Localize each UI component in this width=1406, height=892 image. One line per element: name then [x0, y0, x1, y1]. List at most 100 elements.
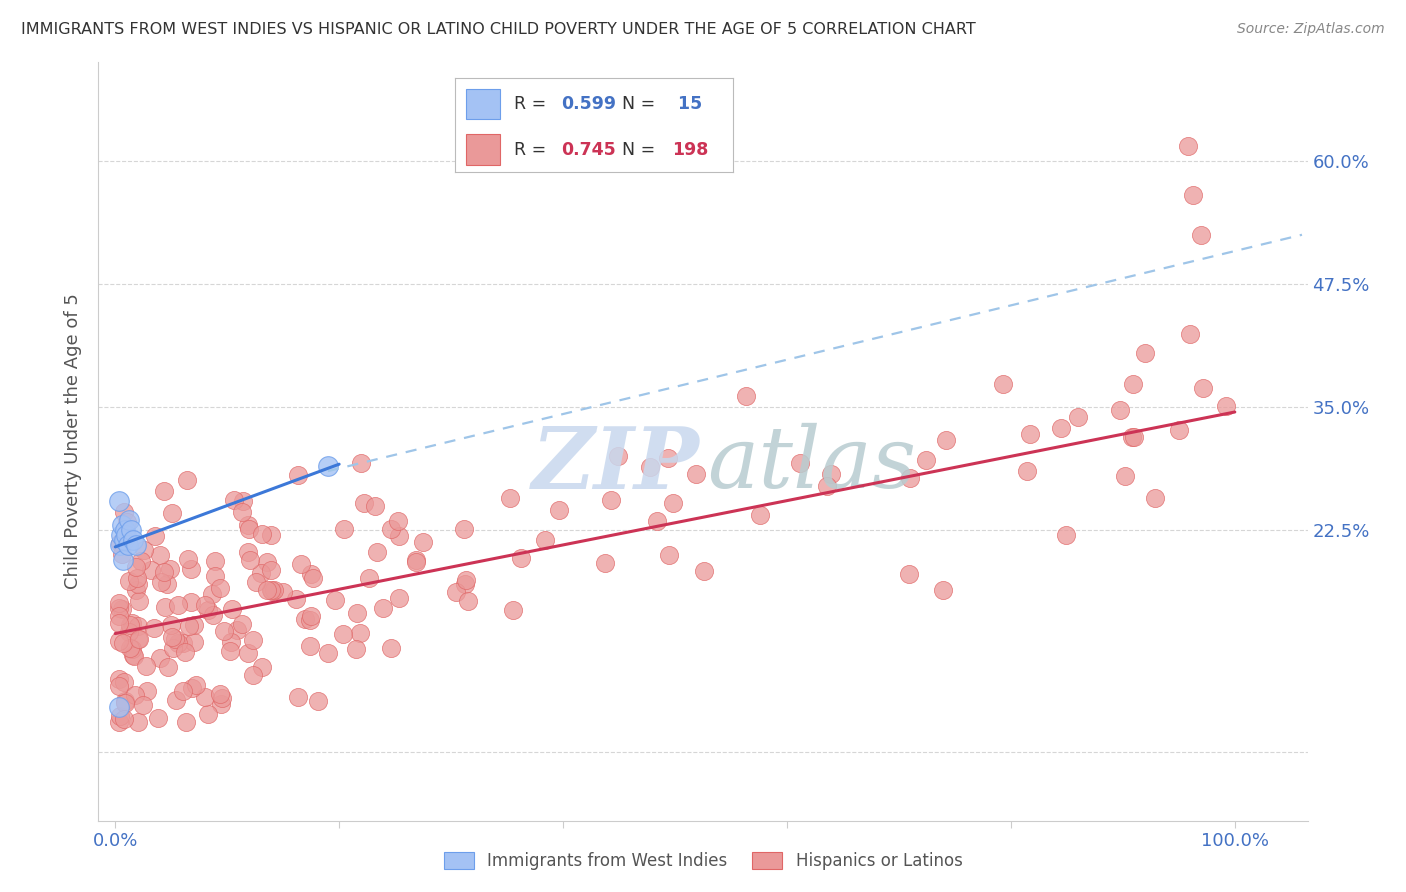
Point	[285, 592, 308, 607]
Point	[172, 636, 194, 650]
Point	[110, 528, 132, 542]
Point	[111, 518, 134, 533]
Point	[599, 493, 621, 508]
Point	[239, 553, 262, 567]
Point	[344, 642, 367, 657]
Point	[271, 585, 294, 599]
Point	[263, 583, 285, 598]
Point	[107, 601, 129, 615]
Point	[444, 585, 467, 599]
Point	[174, 715, 197, 730]
Point	[534, 533, 557, 548]
Point	[405, 553, 427, 567]
Point	[202, 608, 225, 623]
Point	[242, 632, 264, 647]
Point	[226, 623, 249, 637]
Point	[914, 453, 936, 467]
Point	[548, 503, 571, 517]
Point	[149, 651, 172, 665]
Point	[1122, 376, 1144, 391]
Point	[1192, 381, 1215, 395]
Point	[380, 522, 402, 536]
Point	[111, 547, 134, 561]
Point	[122, 648, 145, 663]
Point	[749, 508, 772, 522]
Point	[112, 552, 135, 566]
Point	[1178, 327, 1201, 342]
Point	[127, 619, 149, 633]
Point	[181, 681, 204, 695]
Point	[136, 684, 159, 698]
Point	[204, 568, 226, 582]
Point	[232, 493, 254, 508]
Point	[606, 449, 628, 463]
Point	[114, 523, 136, 537]
Point	[1133, 346, 1156, 360]
Point	[107, 700, 129, 714]
Point	[260, 563, 283, 577]
Point	[212, 624, 235, 638]
Point	[204, 554, 226, 568]
Point	[815, 478, 838, 492]
Point	[128, 632, 150, 646]
Point	[238, 522, 260, 536]
Point	[1121, 430, 1143, 444]
Point	[107, 615, 129, 630]
Text: atlas: atlas	[707, 423, 915, 506]
Point	[201, 587, 224, 601]
Point	[1182, 188, 1205, 202]
Point	[302, 571, 325, 585]
Point	[197, 706, 219, 721]
Point	[115, 528, 138, 542]
Point	[1015, 464, 1038, 478]
Point	[412, 535, 434, 549]
Point	[132, 698, 155, 713]
Point	[118, 624, 141, 639]
Point	[107, 634, 129, 648]
Point	[162, 641, 184, 656]
Point	[127, 715, 149, 730]
Point	[146, 711, 169, 725]
Point	[993, 377, 1015, 392]
Point	[820, 467, 842, 481]
Point	[1168, 423, 1191, 437]
Point	[122, 533, 145, 547]
Point	[111, 602, 134, 616]
Point	[107, 493, 129, 508]
Point	[332, 627, 354, 641]
Point	[107, 679, 129, 693]
Point	[245, 575, 267, 590]
Point	[366, 544, 388, 558]
Point	[165, 693, 187, 707]
Point	[661, 496, 683, 510]
Point	[510, 551, 533, 566]
Point	[157, 660, 180, 674]
Point	[120, 523, 142, 537]
Point	[114, 696, 136, 710]
Point	[388, 529, 411, 543]
Point	[693, 564, 716, 578]
Point	[194, 690, 217, 705]
Point	[107, 608, 129, 623]
Point	[502, 603, 524, 617]
Point	[121, 615, 143, 630]
Point	[125, 571, 148, 585]
Point	[1144, 491, 1167, 505]
Point	[454, 577, 477, 591]
Point	[153, 483, 176, 498]
Point	[134, 543, 156, 558]
Point	[118, 513, 141, 527]
Point	[162, 506, 184, 520]
Point	[453, 522, 475, 536]
Point	[935, 433, 957, 447]
Point	[323, 593, 346, 607]
Point	[236, 517, 259, 532]
Point	[789, 456, 811, 470]
Point	[250, 527, 273, 541]
Point	[231, 616, 253, 631]
Point	[159, 562, 181, 576]
Point	[349, 626, 371, 640]
Point	[120, 618, 142, 632]
Point	[231, 505, 253, 519]
Point	[118, 574, 141, 588]
